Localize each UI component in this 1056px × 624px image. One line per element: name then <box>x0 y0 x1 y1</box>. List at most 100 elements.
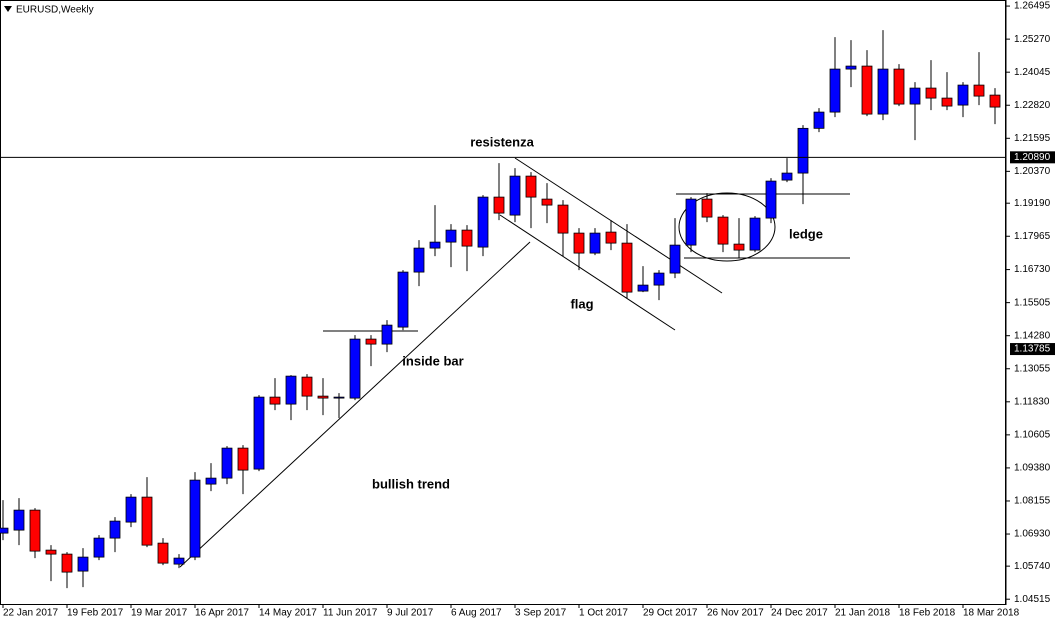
price-label: 1.20890 <box>1014 152 1051 163</box>
chart-title: EURUSD,Weekly <box>16 5 94 16</box>
y-tick-label: 1.11830 <box>1014 396 1050 407</box>
candle-body <box>973 84 985 97</box>
candle-body <box>125 496 137 523</box>
candle-body <box>77 556 89 572</box>
annotation: bullish trend <box>372 476 450 491</box>
candle-body <box>253 396 265 470</box>
candle-body <box>45 549 57 555</box>
candle-body <box>989 94 1001 108</box>
candle-body <box>637 284 649 292</box>
y-tick-label: 1.16730 <box>1014 264 1051 275</box>
y-tick-label: 1.04515 <box>1014 594 1051 605</box>
x-tick-label: 29 Oct 2017 <box>643 608 698 619</box>
candle-body <box>285 375 297 405</box>
candle-body <box>525 175 537 198</box>
candle-body <box>61 553 73 573</box>
x-tick-label: 9 Jul 2017 <box>387 608 434 619</box>
x-tick-label: 19 Mar 2017 <box>131 608 188 619</box>
candle-body <box>941 97 953 107</box>
candle-body <box>669 244 681 274</box>
y-tick-label: 1.05740 <box>1014 561 1051 572</box>
price-label-box <box>1010 343 1055 356</box>
candle-body <box>685 198 697 246</box>
annotation: inside bar <box>402 353 463 368</box>
candle-body <box>365 338 377 345</box>
candle-body <box>349 338 361 399</box>
y-tick-label: 1.08155 <box>1014 496 1051 507</box>
candle-body <box>237 447 249 471</box>
annotation: ledge <box>789 226 823 241</box>
candle-body <box>269 396 281 405</box>
price-label: 1.13785 <box>1014 344 1051 355</box>
candle-body <box>157 542 169 564</box>
y-tick-label: 1.13055 <box>1014 363 1051 374</box>
candle-body <box>701 198 713 218</box>
candle-body <box>861 65 873 115</box>
x-tick-label: 11 Jun 2017 <box>323 608 378 619</box>
candle-body <box>413 247 425 273</box>
candle-body <box>829 68 841 113</box>
x-tick-label: 6 Aug 2017 <box>451 608 502 619</box>
candle-body <box>29 509 41 552</box>
ledge-circle <box>678 192 776 262</box>
candle-body <box>445 229 457 243</box>
candle-body <box>301 376 313 397</box>
candle-body <box>957 84 969 106</box>
candle-body <box>0 527 9 534</box>
y-tick-label: 1.09380 <box>1014 463 1051 474</box>
candle-body <box>781 172 793 181</box>
x-tick-label: 3 Sep 2017 <box>515 608 567 619</box>
candle-body <box>509 175 521 216</box>
x-tick-label: 22 Jan 2017 <box>3 608 58 619</box>
flag-line <box>499 214 676 331</box>
x-tick-label: 16 Apr 2017 <box>195 608 249 619</box>
x-tick-label: 18 Mar 2018 <box>963 608 1020 619</box>
candle-body <box>189 479 201 558</box>
price-label-box <box>1010 151 1055 164</box>
x-tick-label: 1 Oct 2017 <box>579 608 628 619</box>
x-tick-label: 19 Feb 2017 <box>67 608 124 619</box>
candle-body <box>909 87 921 105</box>
candle-body <box>13 509 25 531</box>
candle-body <box>541 198 553 206</box>
candle-body <box>717 216 729 245</box>
y-tick-label: 1.06930 <box>1014 529 1051 540</box>
candle-body <box>877 68 889 115</box>
candle-body <box>93 537 105 558</box>
candle-body <box>461 229 473 247</box>
y-tick-label: 1.19190 <box>1014 198 1051 209</box>
candle-body <box>493 196 505 214</box>
x-tick-label: 14 May 2017 <box>259 608 317 619</box>
x-tick-label: 21 Jan 2018 <box>835 608 890 619</box>
candle-body <box>733 243 745 251</box>
y-tick-label: 1.22820 <box>1014 100 1051 111</box>
annotation: flag <box>570 296 593 311</box>
y-tick-label: 1.26495 <box>1014 1 1051 12</box>
x-tick-label: 26 Nov 2017 <box>707 608 764 619</box>
menu-icon <box>4 6 12 12</box>
y-tick-label: 1.25270 <box>1014 34 1051 45</box>
candle-body <box>893 68 905 105</box>
candle-body <box>397 271 409 328</box>
y-tick-label: 1.14280 <box>1014 330 1051 341</box>
candle-body <box>205 477 217 485</box>
candle-body <box>573 232 585 254</box>
x-tick-label: 24 Dec 2017 <box>771 608 828 619</box>
candle-body <box>221 447 233 479</box>
candle-body <box>797 127 809 174</box>
candle-body <box>381 324 393 345</box>
candle-body <box>845 65 857 70</box>
y-tick-label: 1.17965 <box>1014 231 1051 242</box>
drawings <box>179 157 850 568</box>
y-tick-label: 1.24045 <box>1014 67 1051 78</box>
trend-line <box>179 241 531 568</box>
candle-body <box>621 242 633 293</box>
candle-body <box>109 520 121 539</box>
y-tick-label: 1.15505 <box>1014 297 1051 308</box>
candle-body <box>653 272 665 286</box>
candle-body <box>813 111 825 129</box>
candle-body <box>173 557 185 565</box>
candle-body <box>589 232 601 254</box>
